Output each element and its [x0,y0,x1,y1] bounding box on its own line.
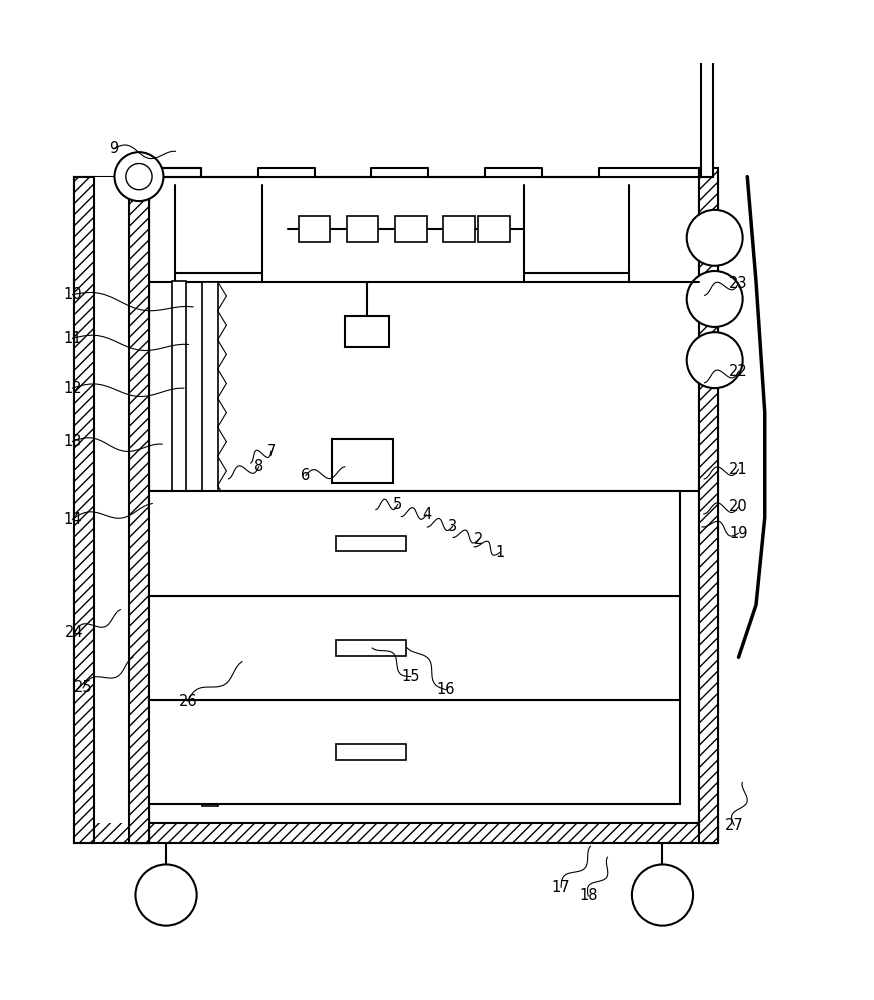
Text: 9: 9 [109,141,118,156]
Text: 23: 23 [729,276,748,291]
Text: 12: 12 [63,381,82,396]
Text: 26: 26 [178,694,198,709]
Bar [129,177,149,843]
Text: 10: 10 [63,287,82,302]
Circle shape [126,164,152,190]
Bar [478,216,510,242]
Bar [299,216,330,242]
Text: 17: 17 [551,880,571,895]
Text: 15: 15 [401,669,420,684]
Bar [129,823,718,843]
Circle shape [687,332,743,388]
Bar [192,714,227,749]
Text: 6: 6 [302,468,310,483]
Text: 18: 18 [579,888,598,903]
Text: 13: 13 [63,434,82,449]
Bar [74,177,94,843]
Bar [202,282,218,806]
Bar [701,0,712,177]
Text: 24: 24 [65,625,84,640]
Bar [94,177,129,823]
Bar [699,177,718,843]
Text: 21: 21 [729,462,748,477]
Bar [336,640,406,656]
Bar [149,596,680,700]
Circle shape [175,614,288,727]
Circle shape [114,152,163,201]
Text: 5: 5 [393,497,402,512]
Bar [192,500,227,535]
Bar [74,177,149,843]
Text: 22: 22 [729,364,748,379]
Bar [129,177,149,843]
Bar [149,491,680,596]
Bar [699,168,718,843]
Bar [395,216,427,242]
Text: 4: 4 [422,507,431,522]
Bar [149,700,680,804]
Circle shape [687,271,743,327]
Bar [347,216,378,242]
Text: 14: 14 [63,512,82,527]
Text: 2: 2 [475,532,483,547]
Bar [332,439,393,483]
Text: 7: 7 [267,444,275,459]
Circle shape [212,651,251,690]
Text: 11: 11 [63,331,82,346]
Text: 25: 25 [73,680,93,695]
Bar [133,421,145,823]
Text: 27: 27 [725,818,744,833]
Bar [172,281,186,753]
Bar [336,744,406,760]
Circle shape [135,864,197,926]
Text: 8: 8 [254,459,263,474]
Circle shape [632,864,693,926]
Bar [443,216,475,242]
Bar [336,536,406,551]
Text: 20: 20 [729,499,748,514]
Circle shape [687,210,743,266]
Text: 19: 19 [729,526,748,541]
Bar [345,316,389,347]
Text: 1: 1 [496,545,504,560]
Text: 16: 16 [436,682,455,697]
Text: 3: 3 [448,519,457,534]
